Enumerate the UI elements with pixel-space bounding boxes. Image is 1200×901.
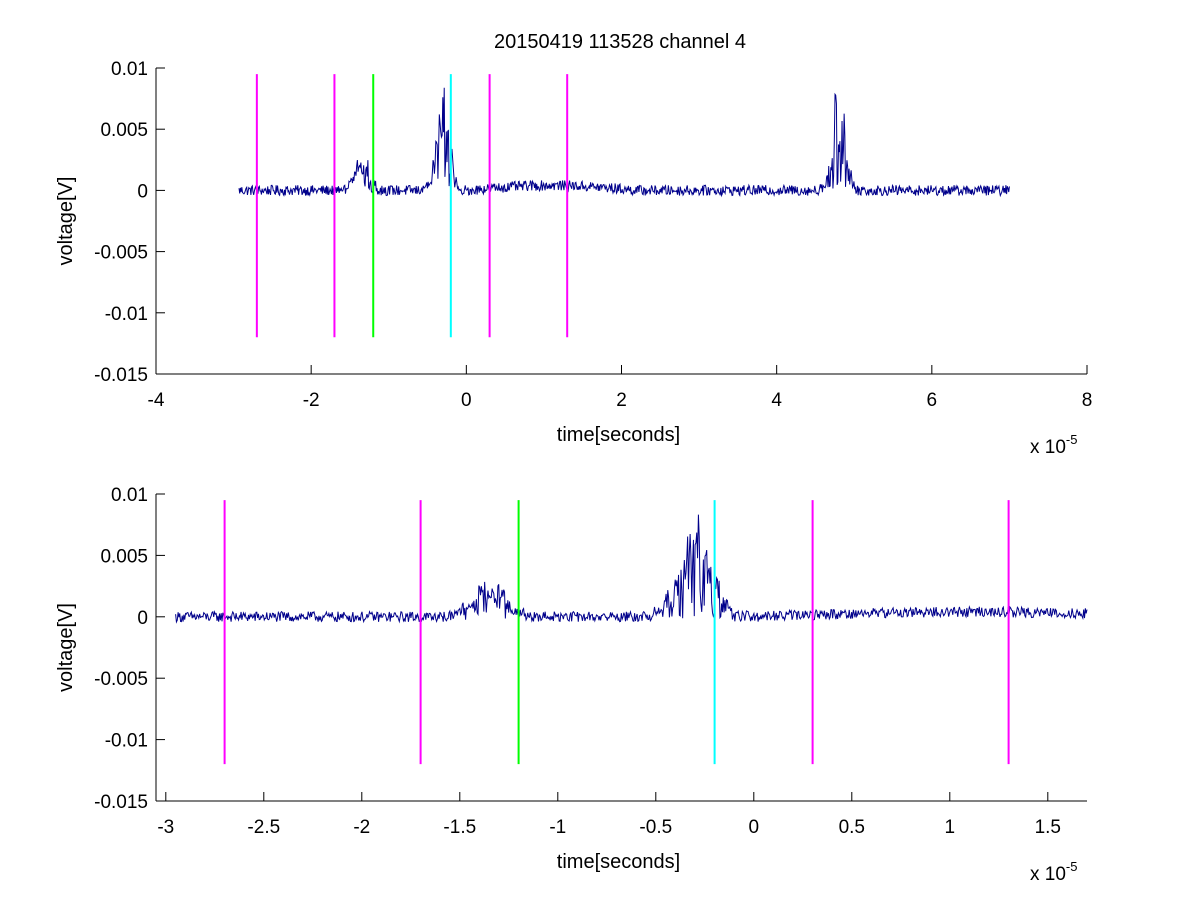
x-tick-label: -4 — [148, 390, 165, 411]
y-tick-label: 0.005 — [100, 120, 148, 141]
x-tick-label: -1.5 — [443, 817, 476, 838]
x-tick-label: -1 — [549, 817, 566, 838]
x-multiplier-base: x 10 — [1030, 437, 1066, 458]
x-multiplier: x 10-5 — [1030, 859, 1077, 885]
x-axis-label: time[seconds] — [557, 851, 680, 873]
y-axis-label: voltage[V] — [55, 603, 77, 692]
x-tick-label: 4 — [771, 390, 782, 411]
x-tick-label: 8 — [1082, 390, 1093, 411]
x-tick-label: 6 — [927, 390, 938, 411]
y-axis-label: voltage[V] — [55, 177, 77, 266]
y-tick-label: 0 — [137, 608, 148, 629]
y-tick-label: 0.01 — [111, 59, 148, 80]
x-multiplier: x 10-5 — [1030, 432, 1077, 458]
x-tick-label: -0.5 — [639, 817, 672, 838]
x-tick-label: 0 — [461, 390, 472, 411]
x-tick-label: -2 — [303, 390, 320, 411]
y-tick-label: -0.015 — [94, 792, 148, 813]
y-tick-label: -0.015 — [94, 365, 148, 386]
y-tick-label: -0.01 — [105, 731, 148, 752]
signal-trace — [175, 514, 1088, 624]
y-tick-label: 0.01 — [111, 485, 148, 506]
figure-title: 20150419 113528 channel 4 — [494, 31, 746, 53]
y-tick-label: -0.005 — [94, 669, 148, 690]
signal-trace — [238, 87, 1010, 198]
x-tick-label: 0 — [749, 817, 760, 838]
x-tick-label: 0.5 — [839, 817, 865, 838]
y-tick-label: -0.005 — [94, 243, 148, 264]
top-plot: 0.01 0.005 0 -0.005 -0.01 -0.015-4 -2 0 2 4 6 8 time… — [55, 59, 1092, 458]
x-multiplier-base: x 10 — [1030, 864, 1066, 885]
x-tick-label: -3 — [157, 817, 174, 838]
bottom-plot: 0.01 0.005 0 -0.005 -0.01 -0.015 -3 -2.5 -2 -1.5 -… — [55, 485, 1088, 885]
x-tick-label: 2 — [616, 390, 627, 411]
y-tick-label: 0 — [137, 181, 148, 202]
y-tick-label: 0.005 — [100, 546, 148, 567]
x-multiplier-exponent: -5 — [1066, 859, 1078, 874]
x-tick-label: 1 — [945, 817, 956, 838]
x-tick-label: 1.5 — [1035, 817, 1061, 838]
x-tick-label: -2.5 — [247, 817, 280, 838]
x-tick-label: -2 — [353, 817, 370, 838]
y-tick-label: -0.01 — [105, 304, 148, 325]
x-multiplier-exponent: -5 — [1066, 432, 1078, 447]
x-axis-label: time[seconds] — [557, 424, 680, 446]
